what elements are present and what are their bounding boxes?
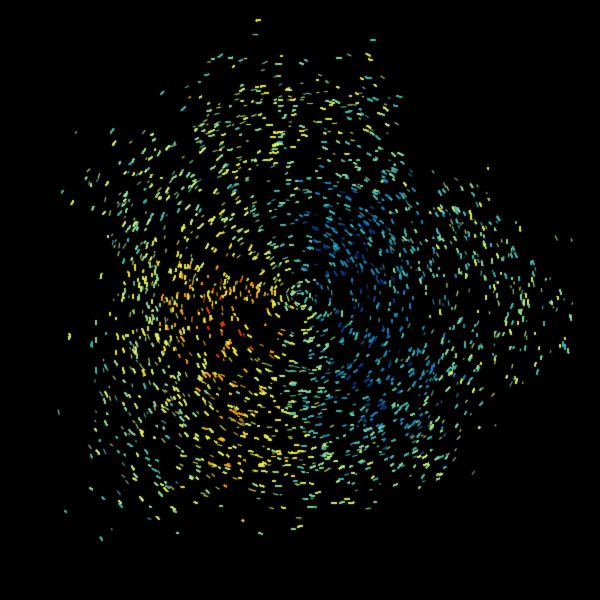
radar-site-marker [295,294,304,303]
